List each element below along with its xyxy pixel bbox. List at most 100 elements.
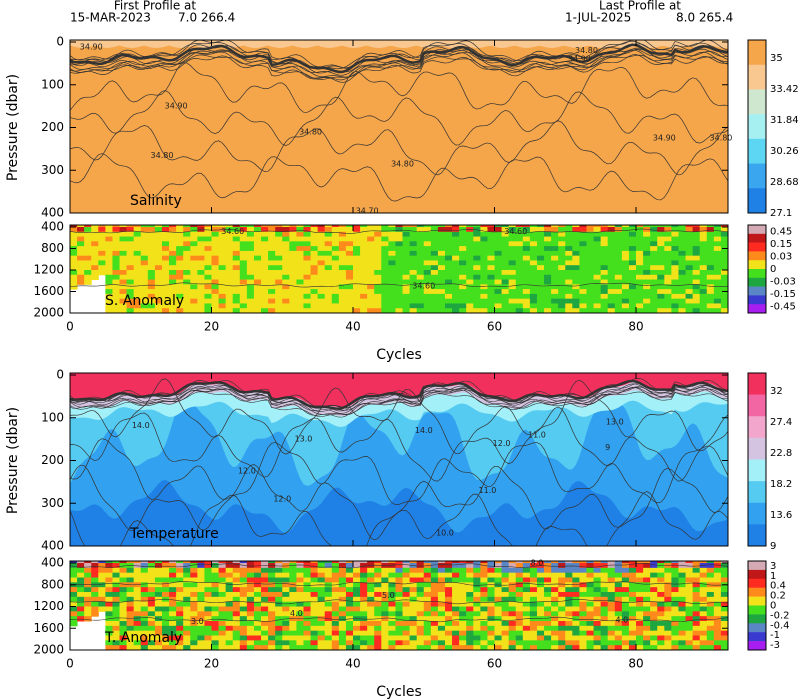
field-cell (706, 227, 715, 233)
field-cell (112, 601, 121, 607)
field-cell (430, 246, 439, 252)
field-cell (183, 241, 191, 247)
field-cell (628, 625, 637, 632)
field-cell (161, 577, 170, 583)
field-cell (643, 606, 651, 612)
colorbar-label: -0.2 (770, 610, 790, 621)
field-cell (360, 640, 368, 646)
field-cell (367, 246, 375, 252)
field-cell (699, 241, 708, 247)
field-cell (169, 640, 177, 646)
field-cell (529, 303, 538, 309)
field-cell (664, 284, 672, 290)
contour-line (70, 40, 728, 70)
field-cell (353, 630, 361, 636)
field-cell (275, 289, 283, 295)
field-cell (565, 270, 573, 276)
field-cell (353, 236, 361, 242)
field-cell (607, 561, 616, 564)
field-cell (544, 308, 552, 313)
field-cell (650, 635, 658, 641)
field-cell (473, 630, 481, 636)
field-cell (381, 289, 389, 295)
field-cell (558, 592, 566, 598)
field-cell (338, 303, 347, 309)
field-cell (621, 236, 630, 242)
field-cell (671, 601, 679, 607)
field-cell (225, 265, 234, 271)
field-cell (84, 592, 92, 598)
field-cell (126, 225, 135, 228)
field-cell (459, 265, 467, 271)
field-cell (706, 303, 715, 309)
field-cell (678, 260, 687, 266)
field-cell (579, 241, 587, 247)
field-cell (628, 298, 637, 304)
field-cell (275, 606, 283, 612)
field-cell (416, 611, 425, 617)
field-cell (261, 606, 269, 612)
field-cell (275, 625, 283, 632)
field-cell (685, 293, 694, 300)
field-cell (664, 640, 672, 646)
field-cell (487, 289, 496, 295)
field-cell (133, 274, 142, 281)
field-cell (126, 611, 135, 617)
field-cell (692, 303, 701, 309)
field-cell (437, 274, 446, 281)
field-cell (147, 284, 156, 290)
field-cell (218, 587, 227, 593)
colorbar-swatch (748, 251, 766, 261)
field-cell (593, 225, 602, 228)
field-cell (331, 298, 340, 304)
field-cell (133, 625, 142, 632)
field-cell (275, 265, 283, 271)
field-cell (494, 577, 503, 583)
field-cell (529, 625, 538, 632)
field-cell (480, 231, 488, 238)
field-cell (169, 582, 177, 588)
field-cell (112, 250, 121, 257)
field-cell (268, 255, 276, 261)
field-cell (494, 270, 503, 276)
field-cell (119, 308, 128, 313)
field-cell (190, 625, 198, 632)
field-cell (437, 577, 446, 583)
field-cell (593, 284, 602, 290)
field-cell (473, 270, 481, 276)
field-cell (190, 298, 198, 304)
contour-line (70, 40, 728, 69)
field-cell (614, 567, 623, 574)
colorbar-frame (747, 560, 767, 651)
field-cell (621, 284, 630, 290)
field-cell (388, 284, 396, 290)
field-cell (501, 298, 510, 304)
y-tick-label: 400 (41, 556, 64, 570)
field-cell (402, 587, 411, 593)
field-cell (374, 265, 382, 271)
field-cell (402, 611, 411, 617)
field-cell (593, 611, 602, 617)
field-cell (324, 621, 333, 627)
field-cell (289, 572, 297, 578)
field-cell (388, 225, 396, 228)
field-cell (381, 611, 389, 617)
colorbar-label: -3 (770, 640, 780, 651)
field-cell (713, 587, 722, 593)
field-cell (91, 227, 99, 233)
field-cell (720, 616, 728, 622)
field-cell (183, 227, 191, 233)
field-cell (466, 274, 474, 281)
field-cell (600, 577, 609, 583)
field-cell (487, 284, 496, 290)
field-cell (501, 640, 510, 646)
colorbar-label: -0.15 (770, 289, 796, 300)
field-cell (204, 645, 213, 650)
field-cell (494, 298, 503, 304)
field-cell (430, 561, 439, 564)
field-cell (657, 298, 665, 304)
field-cell (204, 572, 213, 578)
field-cell (331, 246, 340, 252)
field-cell (586, 289, 595, 295)
field-cell (112, 606, 121, 612)
